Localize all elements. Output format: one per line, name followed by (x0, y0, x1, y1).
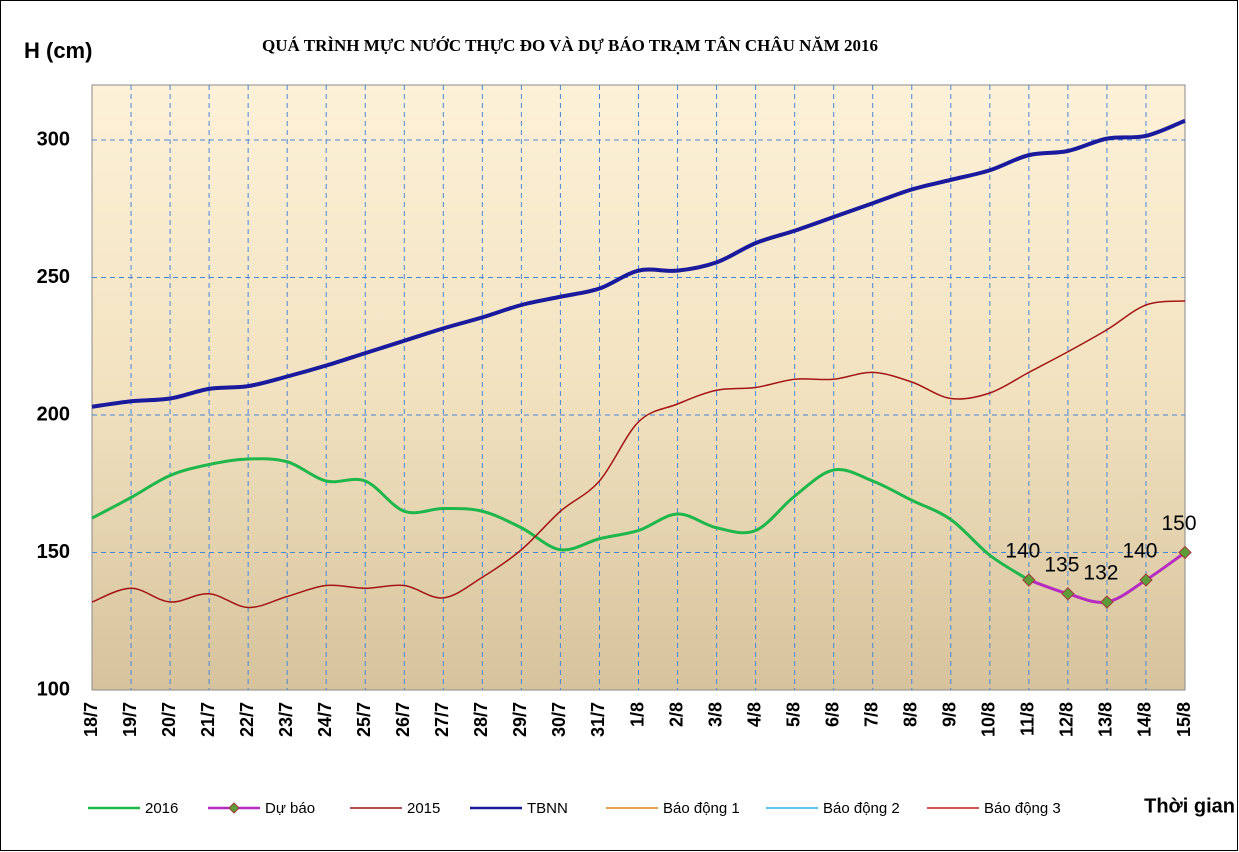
x-tick-label: 18/7 (81, 702, 101, 737)
legend-label: Báo động 2 (823, 800, 900, 817)
x-tick-label: 24/7 (315, 702, 335, 737)
y-tick-label: 200 (37, 403, 70, 425)
data-label: 132 (1083, 562, 1118, 585)
series-line (91, 300, 1186, 609)
y-tick-label: 150 (37, 541, 70, 563)
x-tick-label: 19/7 (120, 702, 140, 737)
x-tick-label: 7/8 (861, 702, 881, 727)
y-tick-label: 100 (37, 678, 70, 700)
x-tick-label: 25/7 (354, 702, 374, 737)
chart-title: QUÁ TRÌNH MỰC NƯỚC THỰC ĐO VÀ DỰ BÁO TRẠ… (262, 36, 878, 55)
y-axis-label: H (cm) (24, 38, 92, 63)
data-label: 140 (1005, 540, 1040, 563)
series-line (91, 118, 1186, 409)
data-label: 140 (1122, 540, 1157, 563)
x-tick-label: 22/7 (237, 702, 257, 737)
x-tick-label: 11/8 (1018, 702, 1038, 736)
x-tick-label: 21/7 (198, 702, 218, 737)
x-tick-label: 29/7 (510, 702, 530, 737)
legend-label: Báo động 3 (984, 800, 1061, 817)
legend-label: Dự báo (265, 800, 315, 817)
x-tick-label: 14/8 (1135, 702, 1155, 737)
series-line (91, 457, 1030, 582)
x-tick-label: 4/8 (744, 702, 764, 727)
x-tick-label: 30/7 (549, 702, 569, 737)
x-tick-label: 3/8 (705, 702, 725, 727)
x-tick-label: 12/8 (1057, 702, 1077, 737)
x-tick-label: 20/7 (159, 702, 179, 737)
data-label: 150 (1161, 512, 1196, 535)
x-tick-label: 8/8 (901, 702, 921, 727)
x-tick-label: 13/8 (1096, 702, 1116, 737)
x-axis-label: Thời gian (1144, 795, 1235, 817)
x-tick-label: 23/7 (276, 702, 296, 737)
data-label: 135 (1044, 553, 1079, 576)
y-tick-label: 300 (37, 128, 70, 150)
point-marker (1100, 595, 1114, 609)
x-tick-label: 15/8 (1174, 702, 1194, 737)
x-tick-label: 31/7 (588, 702, 608, 737)
x-tick-label: 5/8 (783, 702, 803, 727)
x-tick-label: 9/8 (940, 702, 960, 727)
point-marker (1178, 545, 1192, 560)
x-tick-label: 10/8 (979, 702, 999, 737)
point-marker (1139, 573, 1153, 587)
legend-label: Báo động 1 (663, 800, 740, 817)
x-tick-label: 28/7 (471, 702, 491, 737)
x-tick-label: 26/7 (393, 702, 413, 737)
legend-label: TBNN (527, 800, 568, 817)
x-tick-label: 6/8 (822, 702, 842, 727)
x-tick-label: 1/8 (627, 702, 647, 727)
point-marker (1061, 587, 1075, 601)
y-tick-label: 250 (37, 266, 70, 288)
legend-label: 2016 (145, 800, 178, 817)
legend-marker (228, 802, 240, 814)
x-tick-label: 2/8 (666, 702, 686, 727)
x-tick-label: 27/7 (432, 702, 452, 737)
point-marker (1022, 573, 1036, 587)
legend-label: 2015 (407, 800, 440, 817)
